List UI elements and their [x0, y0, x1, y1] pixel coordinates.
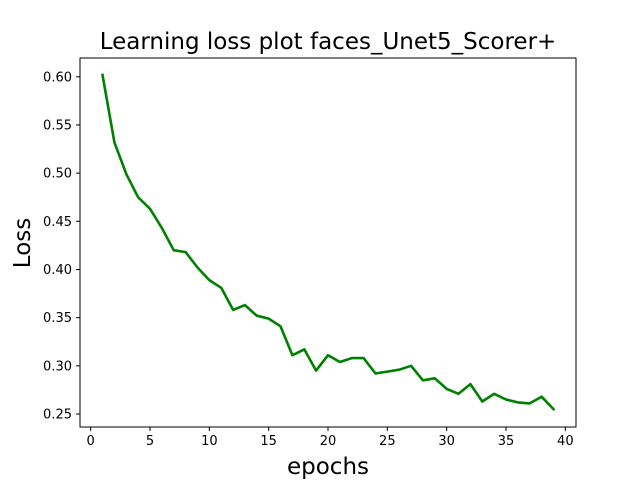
- plot-area-frame: [79, 57, 577, 428]
- y-tick-label: 0.30: [43, 359, 72, 374]
- chart-title: Learning loss plot faces_Unet5_Scorer+: [100, 29, 557, 55]
- y-tick-label: 0.35: [43, 311, 72, 326]
- x-tick-label: 30: [438, 434, 455, 449]
- y-tick-label: 0.50: [43, 167, 72, 182]
- tick-layer: 0 5 10 15 20 25 30 35 40 0.25 0.30 0.35 0.40 0.45 0.50…: [43, 70, 574, 449]
- y-tick-label: 0.55: [43, 118, 72, 133]
- x-tick-label: 20: [320, 434, 337, 449]
- y-axis-label: Loss: [10, 218, 36, 268]
- y-tick-label: 0.25: [43, 407, 72, 422]
- x-tick-label: 0: [87, 434, 95, 449]
- loss-series-line: [100, 73, 556, 412]
- x-tick-label: 10: [201, 434, 218, 449]
- y-tick-label: 0.40: [43, 263, 72, 278]
- x-tick-label: 5: [146, 434, 154, 449]
- x-axis-label: epochs: [287, 454, 369, 480]
- x-tick-label: 25: [379, 434, 396, 449]
- y-tick-label: 0.45: [43, 215, 72, 230]
- x-tick-label: 15: [260, 434, 277, 449]
- x-tick-label: 40: [557, 434, 574, 449]
- y-tick-label: 0.60: [43, 70, 72, 85]
- x-tick-label: 35: [498, 434, 515, 449]
